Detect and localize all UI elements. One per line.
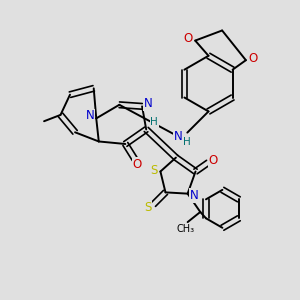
Text: H: H	[150, 118, 158, 128]
Text: O: O	[133, 158, 142, 171]
Text: H: H	[183, 137, 191, 147]
Text: O: O	[248, 52, 257, 65]
Text: S: S	[144, 201, 152, 214]
Text: N: N	[190, 189, 198, 202]
Text: N: N	[173, 130, 182, 143]
Text: CH₃: CH₃	[176, 224, 194, 234]
Text: O: O	[208, 154, 218, 167]
Text: O: O	[184, 32, 193, 45]
Text: N: N	[144, 97, 153, 110]
Text: S: S	[150, 164, 157, 177]
Text: N: N	[85, 110, 94, 122]
